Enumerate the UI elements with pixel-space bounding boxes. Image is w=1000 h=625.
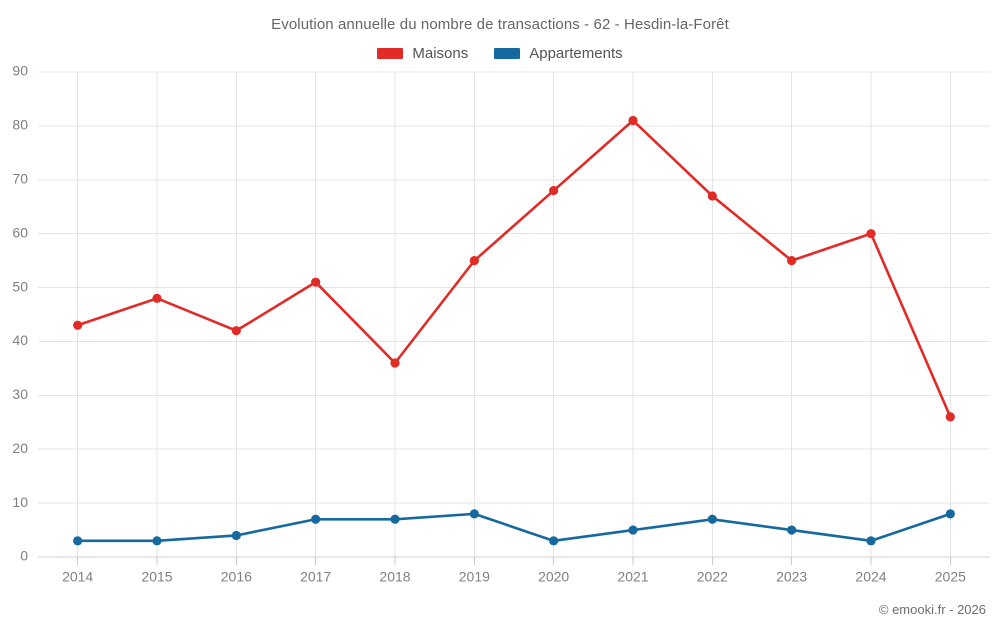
data-point-appartements-2017[interactable] bbox=[311, 514, 321, 524]
legend-item-appartements[interactable]: Appartements bbox=[494, 45, 623, 62]
x-axis-tick-label: 2023 bbox=[776, 568, 807, 584]
chart-legend: Maisons Appartements bbox=[0, 45, 1000, 62]
y-axis-tick-label: 40 bbox=[12, 332, 28, 348]
x-axis-tick-label: 2021 bbox=[617, 568, 648, 584]
y-axis-tick-label: 90 bbox=[12, 63, 28, 79]
y-axis-tick-label: 20 bbox=[12, 440, 28, 456]
data-point-maisons-2023[interactable] bbox=[787, 256, 797, 266]
legend-label-appartements: Appartements bbox=[529, 45, 623, 62]
legend-swatch-appartements bbox=[494, 48, 521, 59]
y-axis-tick-label: 70 bbox=[12, 170, 28, 186]
data-point-appartements-2019[interactable] bbox=[469, 509, 479, 519]
data-point-maisons-2018[interactable] bbox=[390, 358, 400, 368]
data-point-maisons-2020[interactable] bbox=[549, 185, 559, 196]
y-axis-tick-label: 10 bbox=[12, 494, 28, 510]
data-point-maisons-2017[interactable] bbox=[311, 277, 321, 287]
y-axis-tick-label: 60 bbox=[12, 224, 28, 240]
x-axis-tick-label: 2024 bbox=[855, 568, 886, 584]
legend-label-maisons: Maisons bbox=[412, 45, 469, 62]
data-point-appartements-2020[interactable] bbox=[549, 536, 559, 546]
data-point-appartements-2024[interactable] bbox=[866, 536, 876, 546]
x-axis-tick-label: 2019 bbox=[459, 568, 490, 584]
legend-swatch-maisons bbox=[377, 48, 404, 59]
data-point-appartements-2015[interactable] bbox=[152, 536, 162, 546]
data-point-maisons-2016[interactable] bbox=[231, 326, 241, 336]
x-axis-tick-label: 2025 bbox=[935, 568, 966, 584]
x-axis-tick-label: 2020 bbox=[538, 568, 569, 584]
data-point-maisons-2025[interactable] bbox=[945, 412, 955, 422]
x-axis-tick-label: 2014 bbox=[62, 568, 93, 584]
y-axis-tick-label: 80 bbox=[12, 117, 28, 133]
x-axis-tick-label: 2022 bbox=[697, 568, 728, 584]
x-axis-tick-label: 2017 bbox=[300, 568, 331, 584]
x-axis-tick-label: 2015 bbox=[141, 568, 172, 584]
series-line-appartements bbox=[76, 512, 952, 543]
data-point-appartements-2014[interactable] bbox=[73, 536, 83, 546]
data-point-maisons-2024[interactable] bbox=[866, 229, 876, 239]
data-point-maisons-2021[interactable] bbox=[628, 115, 638, 126]
x-axis-tick-label: 2016 bbox=[221, 568, 252, 584]
y-axis-tick-label: 0 bbox=[20, 548, 28, 564]
data-point-appartements-2023[interactable] bbox=[787, 525, 797, 535]
series-line-maisons bbox=[76, 119, 952, 419]
footer-credit: © emooki.fr - 2026 bbox=[878, 602, 986, 617]
legend-item-maisons[interactable]: Maisons bbox=[377, 45, 468, 62]
data-point-maisons-2022[interactable] bbox=[707, 191, 717, 201]
data-point-appartements-2016[interactable] bbox=[231, 530, 241, 541]
y-axis-tick-label: 30 bbox=[12, 386, 28, 402]
data-point-appartements-2022[interactable] bbox=[707, 514, 717, 524]
data-point-maisons-2015[interactable] bbox=[152, 293, 162, 303]
data-point-appartements-2025[interactable] bbox=[945, 509, 955, 519]
data-point-maisons-2014[interactable] bbox=[73, 320, 83, 330]
data-point-appartements-2021[interactable] bbox=[628, 525, 638, 535]
y-axis-tick-label: 50 bbox=[12, 278, 28, 294]
x-axis-tick-label: 2018 bbox=[379, 568, 410, 584]
data-point-appartements-2018[interactable] bbox=[390, 514, 400, 524]
data-point-maisons-2019[interactable] bbox=[469, 256, 479, 266]
chart-title: Evolution annuelle du nombre de transact… bbox=[271, 16, 729, 33]
